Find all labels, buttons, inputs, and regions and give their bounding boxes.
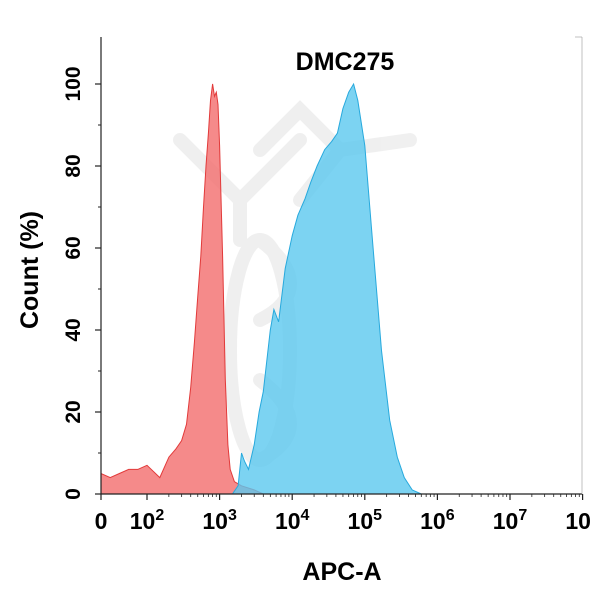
x-tick-label: 102 <box>130 507 165 534</box>
y-tick-label: 80 <box>62 154 85 177</box>
y-tick-label: 20 <box>62 400 85 423</box>
x-tick-label: 0 <box>95 508 108 534</box>
chart-title: DMC275 <box>296 48 395 76</box>
y-tick-label: 100 <box>62 66 85 101</box>
plot-area <box>100 82 422 495</box>
y-tick-label: 0 <box>62 488 85 500</box>
y-axis-ticks: 0 20 40 60 80 100 <box>62 66 101 500</box>
x-axis-ticks: 0 102 103 104 105 106 107 108 <box>95 494 591 534</box>
x-axis-title: APC-A <box>302 558 381 586</box>
x-tick-label: 103 <box>202 507 237 534</box>
x-tick-label: 104 <box>275 507 310 534</box>
histogram-series-1 <box>100 83 264 495</box>
x-tick-label: 107 <box>493 507 528 534</box>
x-tick-label: 105 <box>348 507 383 534</box>
x-tick-label: 108 <box>565 507 591 534</box>
y-axis-title: Count (%) <box>16 211 44 329</box>
x-tick-label: 106 <box>420 507 455 534</box>
y-tick-label: 40 <box>62 318 85 341</box>
y-tick-label: 60 <box>62 236 85 259</box>
histogram-series-2 <box>231 82 422 495</box>
